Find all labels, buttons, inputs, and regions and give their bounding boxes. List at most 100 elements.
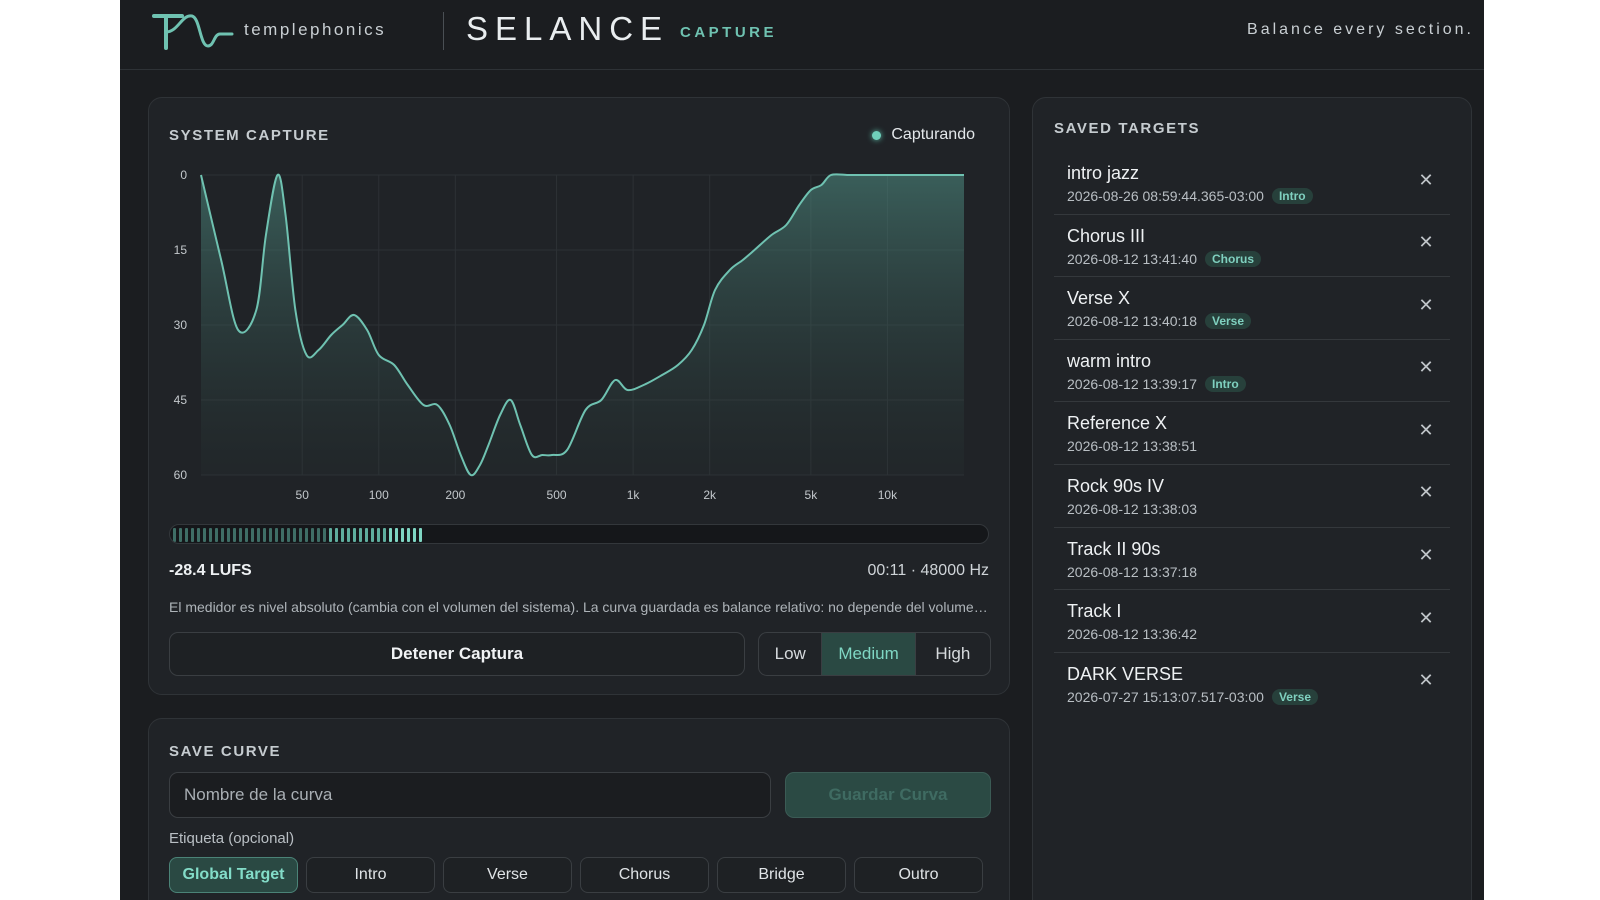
meter-bar: [341, 528, 344, 542]
target-date: 2026-08-12 13:39:17: [1067, 375, 1197, 392]
list-item[interactable]: intro jazz 2026-08-26 08:59:44.365-03:00…: [1054, 152, 1450, 215]
y-tick-label: 30: [174, 318, 188, 332]
meter-bar: [383, 528, 386, 542]
product-subtitle: CAPTURE: [680, 24, 778, 41]
list-item[interactable]: warm intro 2026-08-12 13:39:17 Intro ✕: [1054, 340, 1450, 403]
meter-bar: [215, 528, 218, 542]
saved-targets-list: intro jazz 2026-08-26 08:59:44.365-03:00…: [1054, 152, 1450, 715]
frequency-response-chart: 0 15 30 45 60 50 100 200 500 1k 2k 5k 10k: [174, 168, 964, 502]
tag-bridge[interactable]: Bridge: [717, 857, 846, 893]
x-tick-label: 100: [369, 488, 389, 502]
meter-bar: [335, 528, 338, 542]
meter-bar: [329, 528, 332, 542]
header-divider: [443, 12, 444, 50]
smoothing-medium[interactable]: Medium: [822, 633, 916, 675]
meter-bar: [245, 528, 248, 542]
tagline: Balance every section.: [1247, 21, 1474, 38]
list-item[interactable]: Verse X 2026-08-12 13:40:18 Verse ✕: [1054, 277, 1450, 340]
target-date: 2026-08-12 13:36:42: [1067, 626, 1197, 643]
tag-outro[interactable]: Outro: [854, 857, 983, 893]
saved-targets-panel: SAVED TARGETS intro jazz 2026-08-26 08:5…: [1032, 97, 1472, 900]
loudness-meter: [169, 524, 989, 544]
smoothing-high[interactable]: High: [935, 644, 971, 663]
target-tag-badge: Verse: [1205, 313, 1252, 330]
meter-bar: [221, 528, 224, 542]
system-capture-title: SYSTEM CAPTURE: [169, 127, 330, 144]
target-name: Chorus III: [1067, 225, 1146, 246]
list-item[interactable]: DARK VERSE 2026-07-27 15:13:07.517-03:00…: [1054, 653, 1450, 716]
close-icon[interactable]: ✕: [1418, 357, 1434, 378]
meter-bar: [347, 528, 350, 542]
meter-bar: [299, 528, 302, 542]
target-date: 2026-08-26 08:59:44.365-03:00: [1067, 188, 1264, 204]
list-item[interactable]: Chorus III 2026-08-12 13:41:40 Chorus ✕: [1054, 215, 1450, 278]
close-icon[interactable]: ✕: [1418, 670, 1434, 691]
close-icon[interactable]: ✕: [1418, 419, 1434, 440]
target-name: Track II 90s: [1067, 538, 1161, 559]
meter-bar: [173, 528, 176, 542]
saved-targets-title: SAVED TARGETS: [1054, 120, 1201, 137]
target-tag-badge: Verse: [1271, 688, 1318, 705]
lufs-readout: -28.4 LUFS: [169, 562, 252, 579]
save-curve-button[interactable]: Guardar Curva: [785, 772, 991, 818]
stop-capture-button[interactable]: Detener Captura: [169, 632, 745, 676]
meter-bar: [233, 528, 236, 542]
target-tag-badge: Intro: [1205, 375, 1246, 392]
product-name: SELANCE: [466, 10, 670, 47]
app-window: templephonics SELANCE CAPTURE Balance ev…: [120, 0, 1484, 900]
tag-chorus[interactable]: Chorus: [580, 857, 709, 893]
list-item[interactable]: Rock 90s IV 2026-08-12 13:38:03 ✕: [1054, 465, 1450, 528]
curve-line: [200, 173, 964, 477]
system-capture-panel: SYSTEM CAPTURE Capturando 0 15 30 45 60 50 100…: [148, 97, 1010, 695]
x-tick-label: 10k: [878, 488, 898, 502]
status-dot-icon: [872, 130, 882, 140]
meter-bar: [239, 528, 242, 542]
tag-label: Etiqueta (opcional): [169, 830, 295, 847]
save-curve-title: SAVE CURVE: [169, 743, 282, 760]
tag-intro[interactable]: Intro: [306, 857, 435, 893]
meter-bar: [407, 528, 410, 542]
x-tick-label: 500: [547, 488, 567, 502]
close-icon[interactable]: ✕: [1418, 169, 1434, 190]
close-icon[interactable]: ✕: [1418, 294, 1434, 315]
y-tick-label: 60: [174, 468, 188, 482]
meter-bar: [209, 528, 212, 542]
tag-verse[interactable]: Verse: [443, 857, 572, 893]
meter-bar: [281, 528, 284, 542]
meter-bar: [191, 528, 194, 542]
target-name: Reference X: [1067, 413, 1168, 434]
list-item[interactable]: Track I 2026-08-12 13:36:42 ✕: [1054, 590, 1450, 653]
target-tag-badge: Chorus: [1205, 250, 1261, 267]
time-sample-rate: 00:11 · 48000 Hz: [867, 562, 989, 579]
target-name: intro jazz: [1067, 163, 1140, 183]
meter-bar: [305, 528, 308, 542]
smoothing-low[interactable]: Low: [759, 633, 823, 675]
meter-note: El medidor es nivel absoluto (cambia con…: [169, 599, 991, 615]
target-tag-badge: Intro: [1271, 188, 1313, 204]
templephonics-logo-icon: [152, 14, 234, 50]
close-icon[interactable]: ✕: [1418, 545, 1434, 566]
close-icon[interactable]: ✕: [1418, 607, 1434, 628]
curve-name-input[interactable]: [169, 772, 771, 818]
x-tick-label: 50: [296, 488, 310, 502]
target-date: 2026-08-12 13:38:51: [1067, 438, 1197, 455]
smoothing-selector: Low Medium High: [758, 632, 991, 676]
target-name: Verse X: [1067, 288, 1131, 309]
capture-status-label: Capturando: [891, 126, 975, 143]
list-item[interactable]: Track II 90s 2026-08-12 13:37:18 ✕: [1054, 528, 1450, 591]
target-date: 2026-07-27 15:13:07.517-03:00: [1067, 688, 1264, 705]
meter-bar: [293, 528, 296, 542]
meter-bar: [257, 528, 260, 542]
brand-name: templephonics: [244, 20, 387, 39]
meter-bar: [269, 528, 272, 542]
target-name: warm intro: [1067, 350, 1152, 371]
close-icon[interactable]: ✕: [1418, 232, 1434, 253]
y-tick-label: 45: [174, 393, 188, 407]
list-item[interactable]: Reference X 2026-08-12 13:38:51 ✕: [1054, 402, 1450, 465]
y-tick-label: 15: [174, 243, 188, 257]
close-icon[interactable]: ✕: [1418, 482, 1434, 503]
meter-bar: [197, 528, 200, 542]
meter-bar: [419, 528, 422, 542]
x-tick-label: 5k: [805, 488, 819, 502]
tag-global-target[interactable]: Global Target: [169, 857, 298, 893]
